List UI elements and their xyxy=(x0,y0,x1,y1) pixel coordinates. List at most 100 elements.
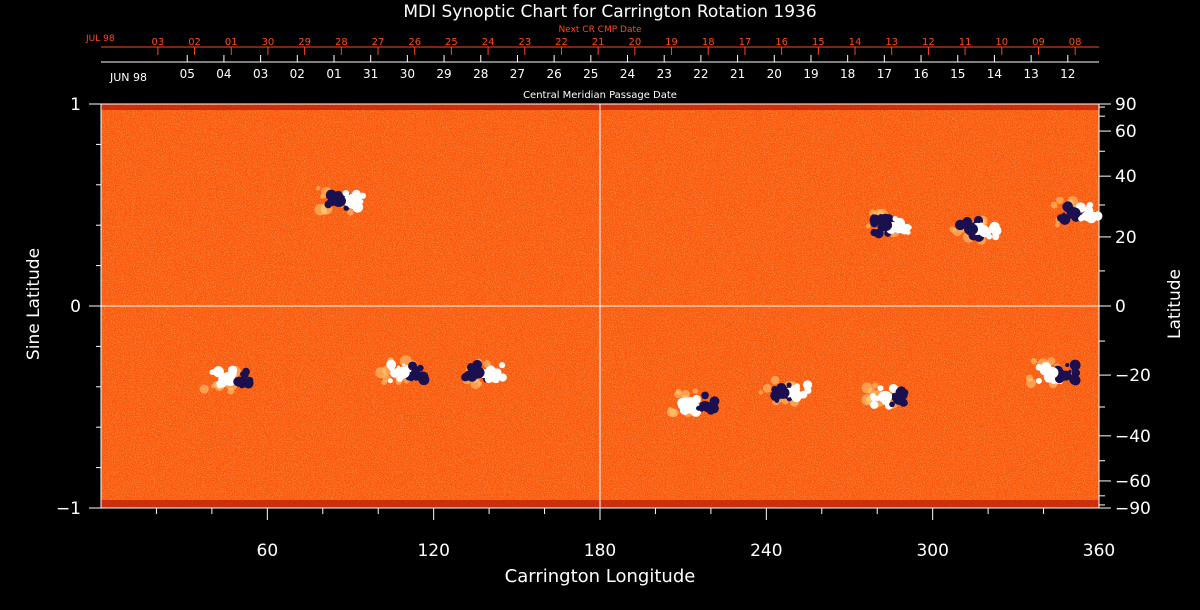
active-region xyxy=(949,215,1002,245)
plage-speck xyxy=(758,390,763,395)
plage-speck xyxy=(865,223,871,229)
cmp-label: Central Meridian Passage Date xyxy=(523,90,677,101)
cmp-date-label: 18 xyxy=(840,67,855,81)
next-cr-date-label: 30 xyxy=(262,37,275,48)
lead-spot xyxy=(964,223,979,236)
plage-speck xyxy=(770,375,780,385)
lead-spot xyxy=(1066,207,1081,220)
lead-polarity-speck xyxy=(786,382,792,388)
lead-polarity-speck xyxy=(386,359,397,370)
trail-polarity-speck xyxy=(498,373,507,382)
y-axis-label-right: Latitude xyxy=(1165,269,1185,339)
cmp-date-label: 01 xyxy=(326,67,341,81)
trail-spot xyxy=(893,223,906,234)
y-left-tick-label: 1 xyxy=(70,95,81,115)
lead-polarity-speck xyxy=(677,402,685,410)
trail-spot xyxy=(979,227,992,238)
trail-polarity-speck xyxy=(701,391,709,400)
crosshair xyxy=(101,104,1099,508)
cmp-date-label: 23 xyxy=(657,67,672,81)
cmp-date-label: 13 xyxy=(1023,67,1038,81)
lead-polarity-speck xyxy=(387,378,393,384)
next-cr-date-label: 24 xyxy=(482,37,495,48)
trail-polarity-speck xyxy=(889,401,895,408)
trail-spot xyxy=(410,370,423,381)
lead-polarity-speck xyxy=(461,373,470,382)
x-tick-label: 120 xyxy=(417,541,449,561)
y-left-tick-label: −1 xyxy=(56,499,81,519)
lead-spot xyxy=(878,390,893,403)
y-right-tick-label: 40 xyxy=(1115,167,1137,187)
plage-speck xyxy=(674,390,682,399)
cmp-date-label: 03 xyxy=(253,67,268,81)
cmp-date-label: 14 xyxy=(987,67,1002,81)
plage-speck xyxy=(227,387,235,395)
active-region xyxy=(758,375,813,407)
cmp-date-label: 29 xyxy=(436,67,451,81)
trail-spot xyxy=(485,370,498,381)
trail-polarity-speck xyxy=(1072,361,1081,370)
next-month-start-label: JUL 98 xyxy=(85,34,115,44)
trail-polarity-speck xyxy=(978,222,984,228)
next-cr-date-label: 28 xyxy=(335,37,348,48)
month-start-label: JUN 98 xyxy=(109,71,147,84)
lead-polarity-speck xyxy=(888,383,898,393)
cmp-date-label: 17 xyxy=(877,67,892,81)
trail-polarity-speck xyxy=(894,219,900,224)
next-cr-date-label: 01 xyxy=(225,37,238,48)
active-regions xyxy=(199,186,1103,418)
trail-polarity-speck xyxy=(1069,374,1080,385)
plage-speck xyxy=(872,382,879,389)
plage-speck xyxy=(199,384,209,394)
axes: 60 120 180 240 300 360 1 0 −1 90 60 40 20 0 −20 −40 −60 −… xyxy=(56,95,1151,561)
active-region xyxy=(461,358,507,390)
cmp-date-label: 05 xyxy=(180,67,195,81)
cmp-date-label: 31 xyxy=(363,67,378,81)
y-right-tick-label: −90 xyxy=(1115,499,1151,519)
trail-spot xyxy=(790,390,803,401)
next-cr-date-label: 23 xyxy=(518,37,531,48)
next-cr-date-label: 17 xyxy=(739,37,752,48)
x-tick-label: 240 xyxy=(750,541,782,561)
x-axis-label: Carrington Longitude xyxy=(505,566,696,587)
trail-spot xyxy=(346,198,359,209)
next-cr-date-label: 13 xyxy=(885,37,898,48)
cmp-date-label: 20 xyxy=(767,67,782,81)
cmp-date-label: 25 xyxy=(583,67,598,81)
next-cr-date-label: 20 xyxy=(628,37,641,48)
x-tick-label: 360 xyxy=(1083,541,1115,561)
trail-polarity-speck xyxy=(898,387,904,392)
cmp-date-label: 21 xyxy=(730,67,745,81)
y-axis-label-left: Sine Latitude xyxy=(24,248,44,360)
trail-polarity-speck xyxy=(498,362,506,369)
active-region xyxy=(199,365,254,395)
next-cr-date-label: 18 xyxy=(702,37,715,48)
trail-polarity-speck xyxy=(802,380,813,390)
x-tick-label: 180 xyxy=(584,541,616,561)
next-cr-date-label: 10 xyxy=(995,37,1008,48)
trail-spot xyxy=(233,376,246,387)
y-right-tick-label: −60 xyxy=(1115,472,1151,492)
plage-speck xyxy=(381,379,387,386)
lead-polarity-speck xyxy=(870,392,876,399)
next-cr-date-label: 12 xyxy=(922,37,935,48)
active-region xyxy=(666,388,720,418)
trail-polarity-speck xyxy=(246,376,254,385)
lead-spot xyxy=(1044,366,1059,379)
next-cr-date-label: 27 xyxy=(372,37,385,48)
cmp-date-label: 04 xyxy=(216,67,231,81)
lead-spot xyxy=(395,366,410,379)
trail-spot xyxy=(893,394,906,405)
plage-speck xyxy=(762,383,772,393)
x-tick-label: 60 xyxy=(257,541,279,561)
cmp-date-label: 27 xyxy=(510,67,525,81)
trail-polarity-speck xyxy=(709,396,720,407)
chart-title: MDI Synoptic Chart for Carrington Rotati… xyxy=(403,2,816,22)
plage-speck xyxy=(861,394,873,406)
plage-speck xyxy=(692,388,699,395)
next-cr-date-label: 29 xyxy=(298,37,311,48)
y-right-tick-label: 20 xyxy=(1115,228,1137,248)
lead-spot xyxy=(470,366,485,379)
lead-polarity-speck xyxy=(1035,377,1043,384)
trail-polarity-speck xyxy=(242,367,250,376)
